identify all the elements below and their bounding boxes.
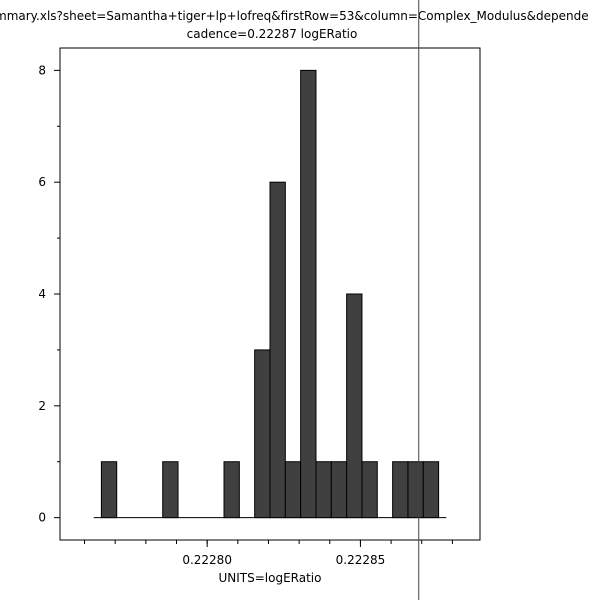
histogram-bar — [254, 349, 271, 519]
x-tick-label: 0.22280 — [182, 553, 232, 567]
y-tick-label: 0 — [38, 511, 46, 525]
y-tick-label: 6 — [38, 175, 46, 189]
histogram-bar — [392, 461, 409, 519]
histogram-bar — [315, 461, 332, 519]
histogram-bar — [162, 461, 179, 519]
histogram-bar — [284, 461, 302, 519]
histogram-bar — [407, 461, 424, 519]
histogram-bar — [300, 69, 317, 519]
histogram-bar — [223, 461, 240, 519]
histogram-bar — [346, 293, 363, 519]
histogram-bar — [100, 461, 118, 519]
chart-subtitle: cadence=0.22287 logERatio — [187, 27, 358, 41]
histogram-bar — [422, 461, 440, 519]
y-tick-label: 8 — [38, 63, 46, 77]
histogram-bar — [361, 461, 378, 519]
chart-title: mmary.xls?sheet=Samantha+tiger+lp+lofreq… — [0, 9, 589, 23]
x-tick-label: 0.22285 — [336, 553, 386, 567]
x-axis-label: UNITS=logERatio — [219, 571, 322, 585]
histogram-bar — [269, 181, 286, 519]
y-tick-label: 2 — [38, 399, 46, 413]
y-tick-label: 4 — [38, 287, 46, 301]
histogram-bar — [330, 461, 348, 519]
